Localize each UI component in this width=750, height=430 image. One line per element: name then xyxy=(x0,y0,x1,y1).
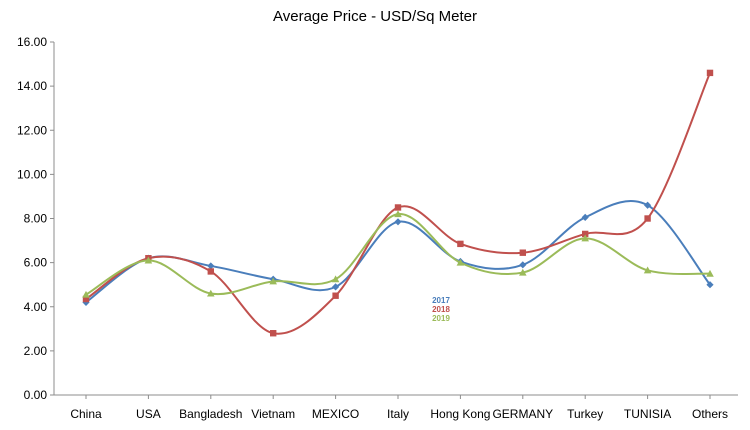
data-point-2019-Italy xyxy=(394,210,402,218)
x-tick-label: Italy xyxy=(387,407,409,421)
data-point-2019-Vietnam xyxy=(269,277,277,285)
data-point-2018-Others xyxy=(706,69,714,77)
data-point-2018-Italy xyxy=(394,204,402,211)
y-tick-label: 12.00 xyxy=(17,123,47,137)
data-point-2017-Bangladesh xyxy=(207,262,215,270)
data-point-2017-Italy xyxy=(394,218,402,226)
data-point-2018-Bangladesh xyxy=(207,268,214,275)
data-point-2018-GERMANY xyxy=(519,249,526,256)
y-tick-label: 0.00 xyxy=(24,388,48,402)
data-point-2017-Others xyxy=(706,281,714,289)
data-point-2017-MEXICO xyxy=(332,283,340,291)
chart-title: Average Price - USD/Sq Meter xyxy=(273,8,477,25)
data-point-2019-Bangladesh xyxy=(207,289,215,297)
data-point-2018-TUNISIA xyxy=(644,215,651,222)
y-tick-label: 4.00 xyxy=(24,300,48,314)
x-tick-label: MEXICO xyxy=(312,407,359,421)
data-point-2018-Turkey xyxy=(582,230,589,238)
x-tick-label: Bangladesh xyxy=(179,407,242,421)
data-point-2018-Vietnam xyxy=(270,330,277,337)
x-tick-label: Vietnam xyxy=(251,407,295,421)
y-tick-label: 6.00 xyxy=(24,256,48,270)
x-tick-label: TUNISIA xyxy=(624,407,671,421)
data-point-2017-Turkey xyxy=(581,213,589,221)
y-tick-label: 10.00 xyxy=(17,167,47,181)
axes: 0.00 2.00 4.00 6.00 8.00 10.00 12.00 14.00 16.00… xyxy=(17,35,738,421)
series-line-2019 xyxy=(85,213,711,296)
x-tick-label: Others xyxy=(692,407,728,421)
x-tick-label: China xyxy=(70,407,102,421)
data-point-2019-Others xyxy=(706,269,714,277)
data-point-2019-MEXICO xyxy=(331,275,340,283)
y-tick-label: 2.00 xyxy=(24,344,48,358)
series-2018 xyxy=(82,69,714,337)
data-point-2019-China xyxy=(82,290,90,298)
data-point-2019-Hong Kong xyxy=(456,258,465,266)
y-tick-label: 8.00 xyxy=(24,212,48,226)
legend-entry-2019: 2019 xyxy=(432,314,450,323)
y-tick-label: 14.00 xyxy=(17,79,47,93)
legend-entry-2017: 2017 xyxy=(432,296,450,305)
data-point-2019-Turkey xyxy=(581,234,589,242)
data-point-2017-China xyxy=(82,298,90,306)
data-point-2017-TUNISIA xyxy=(644,201,652,209)
data-point-2019-GERMANY xyxy=(519,268,527,276)
data-point-2018-China xyxy=(82,295,90,303)
data-point-2017-GERMANY xyxy=(519,261,527,269)
series-line-2017 xyxy=(85,200,711,304)
x-tick-label: GERMANY xyxy=(492,407,553,421)
legend-entry-2018: 2018 xyxy=(432,305,450,314)
x-tick-label: Turkey xyxy=(567,407,603,421)
x-tick-label: USA xyxy=(136,407,161,421)
data-point-2018-MEXICO xyxy=(332,292,339,299)
data-point-2019-TUNISIA xyxy=(643,266,652,274)
x-tick-label: Hong Kong xyxy=(430,407,490,421)
series-2019 xyxy=(82,210,714,298)
data-point-2018-Hong Kong xyxy=(457,240,464,248)
data-point-2019-USA xyxy=(144,256,153,264)
series-layer xyxy=(82,69,714,337)
y-tick-label: 16.00 xyxy=(17,35,47,49)
